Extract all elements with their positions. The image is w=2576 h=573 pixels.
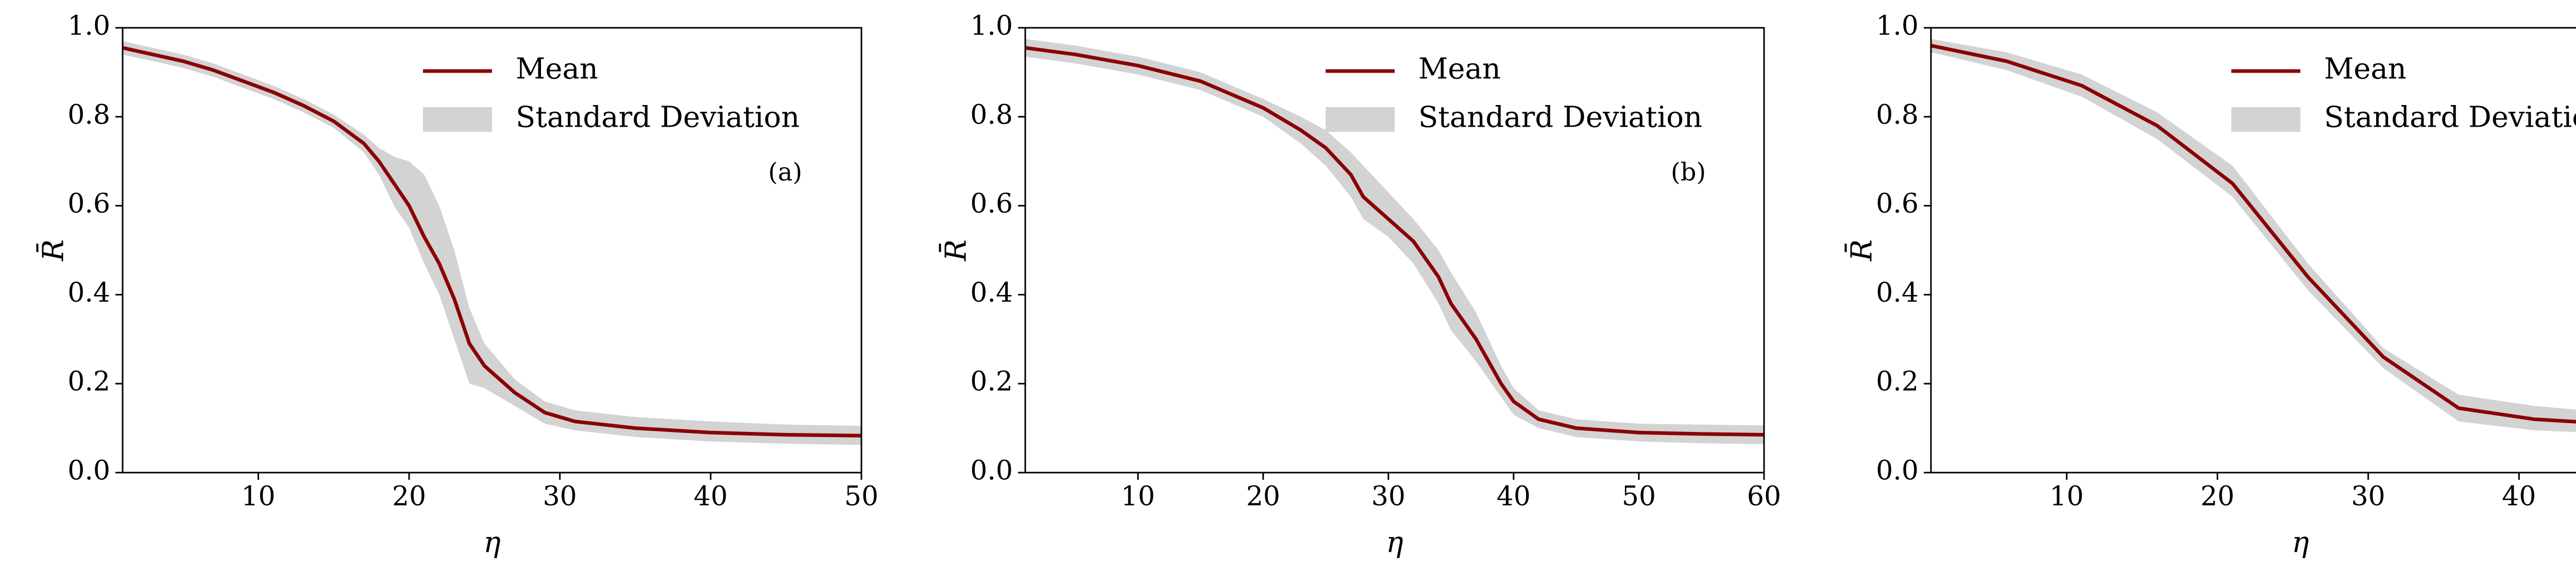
y-tick-label: 0.6 [970, 188, 1013, 219]
legend-swatch [2231, 107, 2300, 132]
x-tick-label: 30 [1371, 481, 1405, 512]
mean-line [1930, 44, 2576, 424]
axes-frame [1930, 27, 2576, 474]
y-tick-label: 0.2 [970, 367, 1013, 397]
x-tick-label: 40 [1497, 481, 1531, 512]
x-tick-label: 40 [2502, 481, 2536, 512]
y-tick-label: 0.8 [970, 99, 1013, 130]
panel: 0.0 0.2 0.4 0.6 0.8 1.0 10 20 30 40 50 60 η R̄ Mean Sta… [938, 11, 1781, 560]
legend-label: Mean [516, 53, 598, 86]
x-tick-label: 10 [2049, 481, 2083, 512]
x-tick-label: 30 [543, 481, 577, 512]
legend-label: Standard Deviation [516, 101, 800, 134]
x-tick-label: 10 [1121, 481, 1155, 512]
mean-line [1025, 46, 1765, 437]
panel-label: (b) [1671, 158, 1706, 187]
y-tick-label: 0.6 [67, 188, 110, 219]
x-tick-label: 40 [693, 481, 727, 512]
panel: 0.0 0.2 0.4 0.6 0.8 1.0 10 20 30 40 50 η R̄ Mean Stand… [36, 11, 878, 560]
x-tick-label: 50 [1622, 481, 1656, 512]
axes-frame [122, 27, 862, 474]
legend-label: Standard Deviation [1418, 101, 1702, 134]
y-tick-label: 0.0 [67, 456, 110, 487]
x-tick-label: 20 [2200, 481, 2234, 512]
y-tick-label: 0.8 [1876, 99, 1919, 130]
x-tick-label: 20 [1246, 481, 1280, 512]
legend-swatch [1326, 107, 1395, 132]
std-band [1931, 39, 2576, 432]
y-axis-label: R̄ [938, 239, 973, 262]
mean-line [122, 46, 862, 438]
axes-frame [1024, 27, 1765, 474]
x-tick-label: 50 [844, 481, 878, 512]
x-tick-label: 30 [2351, 481, 2385, 512]
y-tick-label: 0.0 [970, 456, 1013, 487]
legend-swatch [423, 107, 492, 132]
y-tick-label: 0.4 [1876, 277, 1919, 308]
y-axis-label: R̄ [36, 239, 70, 262]
x-axis-label: η [1386, 526, 1403, 560]
x-tick-label: 20 [392, 481, 426, 512]
x-tick-label: 10 [241, 481, 275, 512]
std-band [1025, 39, 1764, 444]
y-tick-label: 0.4 [970, 277, 1013, 308]
std-band [123, 41, 861, 445]
panel-label: (a) [768, 158, 802, 187]
y-axis-label: R̄ [1844, 239, 1878, 262]
y-tick-label: 0.4 [67, 277, 110, 308]
x-axis-label: η [483, 526, 501, 560]
y-tick-label: 0.2 [1876, 367, 1919, 397]
legend-label: Standard Deviation [2324, 101, 2576, 134]
y-tick-label: 1.0 [67, 11, 110, 42]
y-tick-label: 0.8 [67, 99, 110, 130]
y-tick-label: 0.6 [1876, 188, 1919, 219]
panel: 0.00.20.40.60.81.01020304050ηR̄MeanStand… [1844, 11, 2576, 560]
y-tick-label: 0.0 [1876, 456, 1919, 487]
x-tick-label: 60 [1747, 481, 1781, 512]
y-tick-label: 1.0 [1876, 11, 1919, 42]
y-tick-label: 0.2 [67, 367, 110, 397]
legend-label: Mean [2324, 53, 2406, 86]
legend-label: Mean [1418, 53, 1501, 86]
x-axis-label: η [2292, 526, 2309, 560]
y-tick-label: 1.0 [970, 11, 1013, 42]
